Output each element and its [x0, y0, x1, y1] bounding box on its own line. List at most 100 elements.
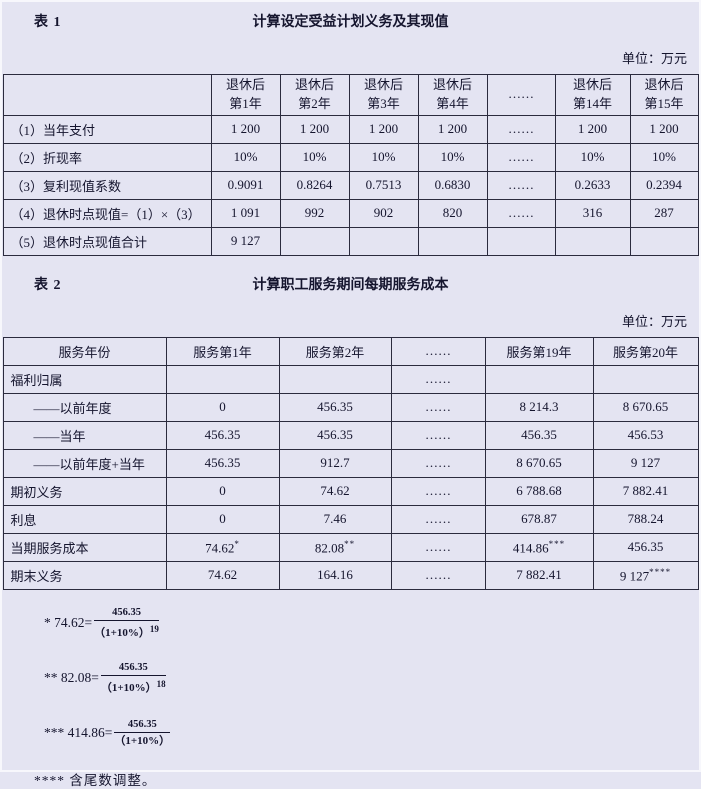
table2-header-cell: 服务年份	[2, 336, 167, 366]
table2-row-label: ——以前年度+当年	[2, 448, 167, 478]
footnote-formula: * 74.62= 456.35 （1+10%）19	[44, 604, 701, 642]
table2-row: 利息 0 7.46…… 678.87 788.24	[2, 504, 699, 534]
table1-cell: 1 200	[554, 114, 631, 144]
table2-cell: 82.08**	[278, 532, 392, 562]
footnotes-section: * 74.62= 456.35 （1+10%）19 ** 82.08= 456.35 （1…	[34, 604, 701, 789]
table2-row-label: 利息	[2, 504, 167, 534]
table2-cell: 788.24	[592, 504, 699, 534]
table1-header-cell: ……	[486, 74, 556, 116]
table2-tag: 表 2	[34, 277, 62, 293]
table1-row: （4）退休时点现值=（1）×（3） 1 091 992 902 820…… 316 287	[2, 198, 699, 228]
table2-header-cell: 服务第1年	[165, 336, 280, 366]
table1-cell: 10%	[417, 142, 488, 172]
fraction-exponent: 18	[156, 678, 166, 689]
table2-cell: ……	[390, 448, 486, 478]
footnote-marker: ***	[548, 538, 566, 549]
table1-header-row: 退休后 第1年 退休后 第2年 退休后 第3年 退休后 第4年…… 退休后 第14年 退休…	[2, 74, 699, 116]
fraction-numerator: 456.35	[114, 718, 171, 733]
table2-cell: 456.35	[278, 420, 392, 450]
formula-lhs: ** 82.08=	[44, 669, 99, 685]
table1-cell: 1 200	[417, 114, 488, 144]
table2-cell: ……	[390, 504, 486, 534]
table2-cell: 456.35	[278, 392, 392, 422]
table1-cell: 1 200	[210, 114, 281, 144]
table2-cell: 6 788.68	[484, 476, 594, 506]
footnote-formula: ** 82.08= 456.35 （1+10%）18	[44, 659, 701, 697]
table1-row-label: （5）退休时点现值合计	[2, 226, 212, 256]
table2-cell	[165, 364, 280, 394]
fraction-numerator: 456.35	[100, 661, 166, 676]
table2-cell: 8 670.65	[592, 392, 699, 422]
footnote-marker: ****	[649, 566, 672, 577]
table1-row: （5）退休时点现值合计 9 127	[2, 226, 699, 256]
fraction-numerator: 456.35	[94, 606, 159, 621]
table2-cell: 8 670.65	[484, 448, 594, 478]
table1-header-cell: 退休后 第3年	[348, 74, 419, 116]
table1-cell: 10%	[348, 142, 419, 172]
table2-header-cell: 服务第20年	[592, 336, 699, 366]
table1-tag: 表 1	[34, 15, 62, 30]
table1-row-label: （2）折现率	[2, 142, 212, 172]
table1-cell: 1 200	[629, 114, 699, 144]
footnote-marker: *	[234, 538, 240, 549]
formula-lhs: * 74.62=	[44, 614, 93, 630]
fraction: 456.35 （1+10%）18	[100, 661, 166, 695]
footnote-formula: *** 414.86= 456.35 （1+10%）	[44, 714, 701, 752]
fraction-exponent: 19	[149, 623, 159, 634]
table1-header-cell: 退休后 第15年	[629, 74, 699, 116]
table1-row: （2）折现率 10% 10% 10% 10%…… 10% 10%	[2, 142, 699, 172]
table2-row: 当期服务成本 74.62* 82.08**…… 414.86*** 456.35	[2, 532, 699, 562]
table2-cell: 0	[165, 476, 280, 506]
table2-row: ——当年 456.35 456.35…… 456.35 456.53	[2, 420, 699, 450]
table2-cell	[278, 364, 392, 394]
table1-header-cell: 退休后 第14年	[554, 74, 631, 116]
fraction-denominator: （1+10%）19	[94, 623, 159, 639]
table2-cell: ……	[390, 364, 486, 394]
table1-heading: 表 1 计算设定受益计划义务及其现值	[0, 11, 701, 31]
table2-row: ——以前年度 0 456.35…… 8 214.3 8 670.65	[2, 392, 699, 422]
table1-cell: 287	[629, 198, 699, 228]
table2-row-label: 期末义务	[2, 560, 167, 590]
table1-cell: 0.7513	[348, 170, 419, 200]
table1-cell: 10%	[210, 142, 281, 172]
table1-cell: 10%	[629, 142, 699, 172]
table2-row: ——以前年度+当年 456.35 912.7…… 8 670.65 9 127	[2, 448, 699, 478]
fraction: 456.35 （1+10%）19	[94, 606, 159, 640]
table2-cell: 414.86***	[484, 532, 594, 562]
table2-cell: 9 127	[592, 448, 699, 478]
table1-cell: 0.2633	[554, 170, 631, 200]
table2-heading: 表 2 计算职工服务期间每期服务成本	[0, 274, 701, 294]
formula-lhs: *** 414.86=	[44, 724, 113, 740]
table1-body: 退休后 第1年 退休后 第2年 退休后 第3年 退休后 第4年…… 退休后 第14年 退休…	[2, 74, 699, 256]
table1-cell: ……	[486, 142, 556, 172]
table2-cell	[592, 364, 699, 394]
table1-cell: ……	[486, 198, 556, 228]
table2-row-label: ——以前年度	[2, 392, 167, 422]
table2-cell: ……	[390, 392, 486, 422]
table2-row-label: 福利归属	[2, 364, 167, 394]
table2-cell: ……	[390, 476, 486, 506]
table2-cell: 0	[165, 392, 280, 422]
table2-cell: 0	[165, 504, 280, 534]
table2-cell: 456.35	[165, 420, 280, 450]
table2-cell: 912.7	[278, 448, 392, 478]
table1-cell: ……	[486, 114, 556, 144]
fraction-denominator: （1+10%）	[114, 734, 171, 747]
table2-cell: 9 127****	[592, 560, 699, 590]
table1-row: （1）当年支付 1 200 1 200 1 200 1 200…… 1 200 1 200	[2, 114, 699, 144]
table2-cell: 7 882.41	[484, 560, 594, 590]
table2-cell: 74.62	[165, 560, 280, 590]
table1-cell: 1 200	[279, 114, 350, 144]
table2-row: 期初义务 0 74.62…… 6 788.68 7 882.41	[2, 476, 699, 506]
table2-cell: 678.87	[484, 504, 594, 534]
table2-row-label: ——当年	[2, 420, 167, 450]
table1-cell	[486, 226, 556, 256]
table1-header-cell	[2, 74, 212, 116]
table1-cell: 0.8264	[279, 170, 350, 200]
table2-cell: 456.35	[484, 420, 594, 450]
table1: 退休后 第1年 退休后 第2年 退休后 第3年 退休后 第4年…… 退休后 第14年 退休…	[2, 74, 699, 256]
table2-cell: ……	[390, 560, 486, 590]
table1-cell	[554, 226, 631, 256]
table1-cell: 10%	[554, 142, 631, 172]
